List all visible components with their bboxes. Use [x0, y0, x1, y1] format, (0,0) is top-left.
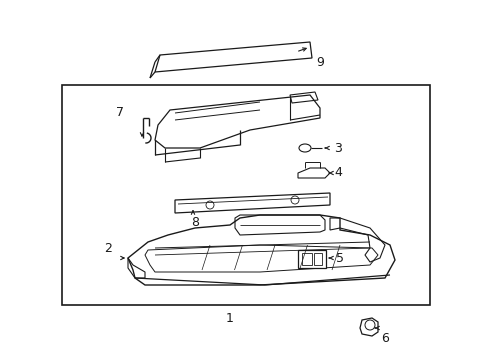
Text: 2: 2 [104, 242, 112, 255]
Text: 3: 3 [333, 141, 341, 154]
Polygon shape [128, 215, 394, 285]
Text: 1: 1 [225, 311, 233, 324]
Text: 6: 6 [380, 332, 388, 345]
Text: 9: 9 [315, 55, 323, 68]
Text: 5: 5 [335, 252, 343, 265]
Bar [302, 253, 311, 265]
Text: 7: 7 [116, 105, 124, 118]
Text: 8: 8 [191, 216, 199, 229]
Text: 4: 4 [333, 166, 341, 180]
Bar [62, 85, 429, 305]
Bar [313, 253, 321, 265]
Bar [297, 250, 325, 268]
